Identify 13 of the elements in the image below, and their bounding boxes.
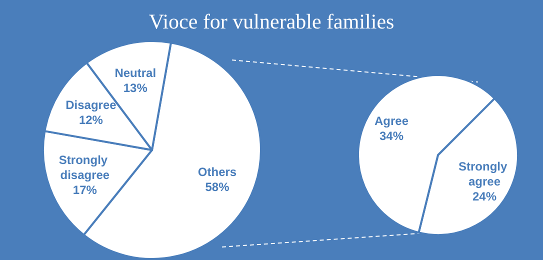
data-label: 58%: [205, 180, 230, 194]
data-label: 17%: [72, 183, 98, 198]
slice-label: Neutral: [114, 66, 156, 80]
slice-label: Others: [198, 165, 237, 180]
slice-label: Strongly disagree: [58, 153, 111, 182]
chart-title: Vioce for vulnerable families: [148, 10, 394, 34]
data-label: 13%: [123, 80, 148, 95]
data-label: 12%: [78, 112, 104, 127]
slice-label: Agree: [374, 114, 409, 128]
slice-label: Strongly agree: [458, 159, 510, 188]
data-label: 34%: [380, 129, 404, 144]
data-label: 24%: [472, 189, 497, 204]
slice-label: Disagree: [66, 98, 117, 112]
